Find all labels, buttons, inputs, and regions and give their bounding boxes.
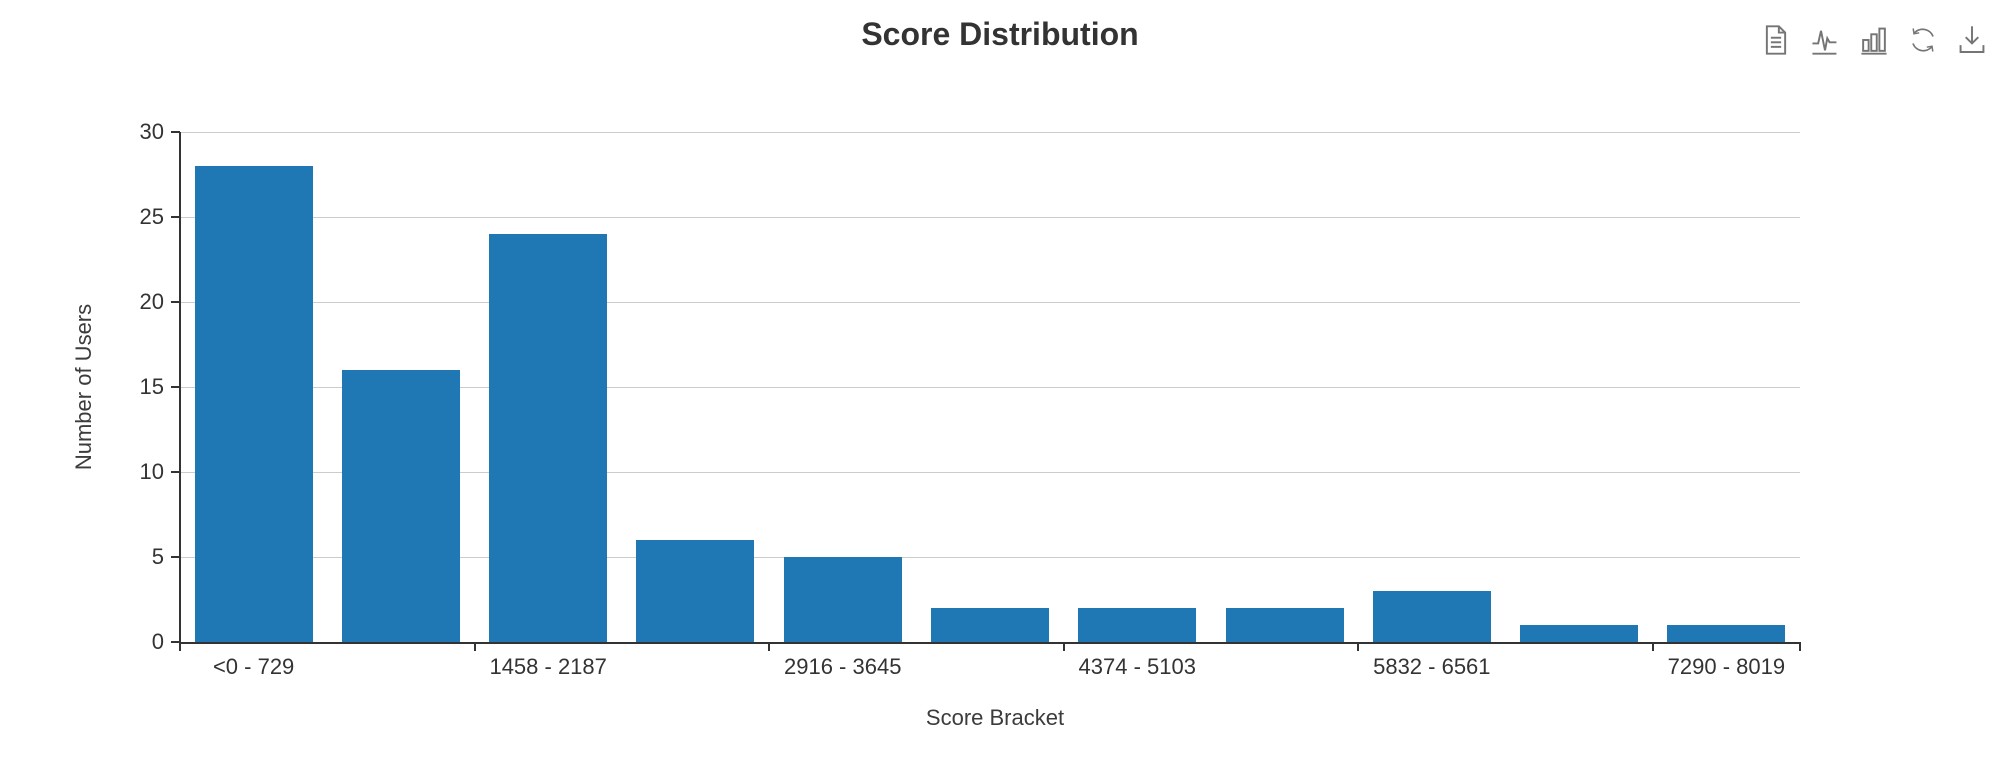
gridline [180,301,1800,303]
y-tick-label: 5 [151,544,164,569]
bar-2[interactable] [342,370,460,642]
y-tick-label: 10 [139,459,164,484]
x-tick-label: 4374 - 5103 [1078,654,1196,679]
bar-chart-switch-icon[interactable] [1860,24,1888,56]
y-tick-label: 25 [139,204,164,229]
y-axis-tick [171,386,180,388]
bar-1[interactable] [195,166,313,642]
y-axis-tick [171,641,180,643]
bar-9[interactable] [1373,591,1491,642]
bar-10[interactable] [1520,625,1638,642]
x-axis-tick [473,642,476,651]
gridline [180,216,1800,218]
y-axis-tick [171,301,180,303]
gridline [180,471,1800,473]
chart-title: Score Distribution [861,16,1139,52]
bar-5[interactable] [784,557,902,642]
x-axis-tick [1651,642,1654,651]
x-axis-title: Score Bracket [925,705,1065,730]
bar-4[interactable] [636,540,754,642]
bar-3[interactable] [489,234,607,642]
gridline [180,556,1800,558]
x-tick-label: 7290 - 8019 [1667,654,1786,679]
y-tick-label: 30 [139,119,164,144]
y-axis-line [179,132,181,651]
gridline [180,386,1800,388]
x-tick-label: 2916 - 3645 [784,654,902,679]
y-axis-tick [171,131,180,133]
x-axis-tick [1062,642,1065,651]
bar-7[interactable] [1078,608,1196,642]
bar-6[interactable] [931,608,1049,642]
bar-8[interactable] [1226,608,1344,642]
y-axis-tick [171,556,180,558]
save-image-download-icon[interactable] [1958,24,1986,56]
bar-11[interactable] [1667,625,1785,642]
x-tick-label: 5832 - 6561 [1373,654,1491,679]
x-axis-tick [768,642,771,651]
gridline [180,131,1800,133]
y-axis-tick [171,216,180,218]
x-tick-label: <0 - 729 [212,654,295,679]
x-axis-tick [1357,642,1360,651]
y-axis-tick [171,471,180,473]
x-tick-label: 1458 - 2187 [489,654,607,679]
x-axis-tick [1799,642,1801,651]
y-tick-label: 20 [139,289,164,314]
data-view-icon[interactable] [1762,24,1790,56]
chart-toolbox [1762,24,1986,56]
restore-icon[interactable] [1909,24,1937,56]
y-tick-label: 15 [139,374,164,399]
line-chart-switch-icon[interactable] [1811,24,1839,56]
y-tick-label: 0 [151,629,164,654]
x-axis-line [180,642,1801,644]
